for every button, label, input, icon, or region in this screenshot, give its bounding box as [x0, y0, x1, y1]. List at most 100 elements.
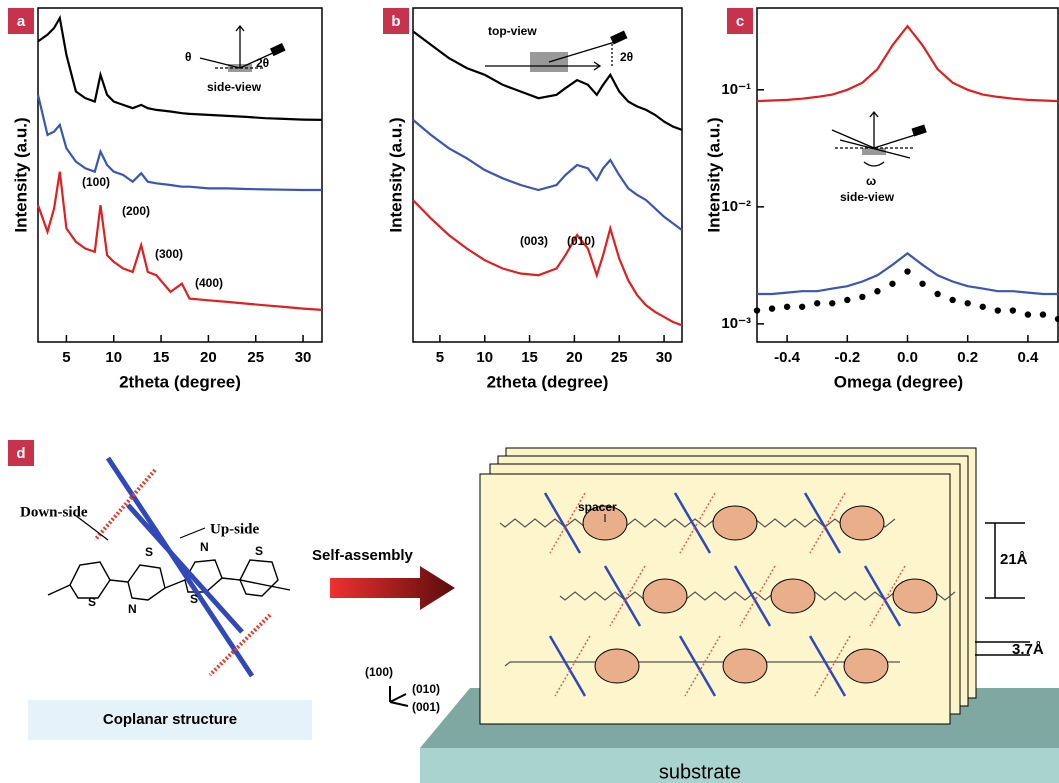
- panel-d: d S S N N S S Down-side Up-side Coplanar…: [8, 440, 1059, 783]
- data-line: [413, 31, 682, 129]
- annotation: (200): [122, 204, 150, 218]
- spacer: [840, 506, 884, 540]
- spacer: [844, 649, 888, 683]
- axis-label: (100): [365, 665, 393, 679]
- arrow-label: Self-assembly: [312, 547, 414, 564]
- x-tick-label: 10: [105, 349, 122, 366]
- data-point: [889, 281, 895, 287]
- data-point: [965, 300, 971, 306]
- x-tick-label: 0.4: [1017, 349, 1039, 366]
- panel-label: d: [16, 445, 25, 462]
- data-line: [413, 120, 682, 230]
- annotation: 2θ: [620, 50, 633, 64]
- annotation: top-view: [488, 24, 537, 38]
- data-point: [829, 300, 835, 306]
- spacer: [713, 506, 757, 540]
- data-point: [1055, 316, 1059, 322]
- data-line: [38, 95, 322, 190]
- annotation: (400): [195, 276, 223, 290]
- x-tick-label: 0.2: [957, 349, 978, 366]
- annotation: (100): [82, 175, 110, 189]
- spacer: [893, 579, 937, 613]
- annotation: (300): [155, 247, 183, 261]
- up-side-label: Up-side: [210, 521, 260, 537]
- x-tick-label: 10: [476, 349, 493, 366]
- x-tick-label: -0.2: [834, 349, 860, 366]
- y-axis-title: Intensity (a.u.): [704, 117, 723, 232]
- y-tick-label: 10⁻¹: [721, 81, 751, 98]
- x-tick-label: 25: [611, 349, 628, 366]
- molecule: [48, 458, 290, 676]
- y-axis-title: Intensity (a.u.): [386, 117, 405, 232]
- x-tick-label: 0.0: [897, 349, 918, 366]
- y-axis-title: Intensity (a.u.): [11, 117, 30, 232]
- axis-label: (001): [412, 700, 440, 714]
- atom-label: N: [128, 602, 137, 616]
- data-point: [769, 305, 775, 311]
- data-point: [1040, 311, 1046, 317]
- spacer: [771, 579, 815, 613]
- x-axis-title: 2theta (degree): [119, 372, 241, 391]
- caption: Coplanar structure: [103, 711, 237, 728]
- data-point: [799, 304, 805, 310]
- sheet: [480, 474, 950, 724]
- down-side-label: Down-side: [20, 504, 88, 520]
- atom-label: S: [190, 592, 198, 606]
- annotation: 2θ: [256, 56, 269, 70]
- x-tick-label: 5: [62, 349, 70, 366]
- data-point: [1010, 307, 1016, 313]
- x-tick-label: 30: [295, 349, 312, 366]
- inset-a: [200, 26, 285, 72]
- annotation: (010): [567, 234, 595, 248]
- data-line: [757, 26, 1058, 101]
- x-tick-label: 5: [436, 349, 444, 366]
- panel-label: c: [736, 13, 744, 30]
- spacer: [643, 579, 687, 613]
- spacer-label: spacer: [578, 500, 617, 514]
- annotation: side-view: [207, 80, 262, 94]
- atom-label: N: [200, 540, 209, 554]
- data-point: [859, 294, 865, 300]
- data-point: [949, 297, 955, 303]
- x-axis-title: Omega (degree): [834, 372, 963, 391]
- substrate-label: substrate: [659, 761, 741, 783]
- data-point: [814, 300, 820, 306]
- data-point: [874, 288, 880, 294]
- data-line: [38, 18, 322, 120]
- axis-label: (010): [412, 682, 440, 696]
- data-point: [784, 304, 790, 310]
- spacing-label: 21Å: [1000, 551, 1028, 568]
- spacer: [595, 649, 639, 683]
- x-tick-label: 20: [566, 349, 583, 366]
- data-point: [754, 307, 760, 313]
- x-axis-title: 2theta (degree): [487, 372, 609, 391]
- x-tick-label: 30: [656, 349, 673, 366]
- data-point: [844, 297, 850, 303]
- annotation: side-view: [840, 190, 895, 204]
- y-tick-label: 10⁻²: [721, 198, 751, 215]
- y-tick-label: 10⁻³: [721, 315, 751, 332]
- x-tick-label: -0.4: [774, 349, 801, 366]
- data-line: [413, 200, 682, 325]
- atom-label: S: [255, 544, 263, 558]
- annotation: θ: [185, 50, 192, 64]
- axes-glyph: [390, 686, 408, 706]
- inset-c: [832, 112, 926, 166]
- data-point: [995, 307, 1001, 313]
- x-tick-label: 15: [521, 349, 538, 366]
- data-point: [980, 304, 986, 310]
- x-tick-label: 25: [247, 349, 264, 366]
- data-point: [919, 281, 925, 287]
- x-tick-label: 20: [200, 349, 217, 366]
- figure: d S S N N S S Down-side Up-side Coplanar…: [0, 0, 1059, 783]
- atom-label: S: [88, 595, 96, 609]
- plot-frame: [38, 8, 322, 342]
- panel-label: a: [17, 13, 26, 30]
- assembly-arrow: [330, 566, 455, 610]
- spacing-label: 3.7Å: [1012, 641, 1044, 658]
- x-tick-label: 15: [153, 349, 170, 366]
- annotation: (003): [520, 234, 548, 248]
- spacer: [723, 649, 767, 683]
- spacing-marks: [975, 523, 1030, 655]
- data-point: [904, 268, 910, 274]
